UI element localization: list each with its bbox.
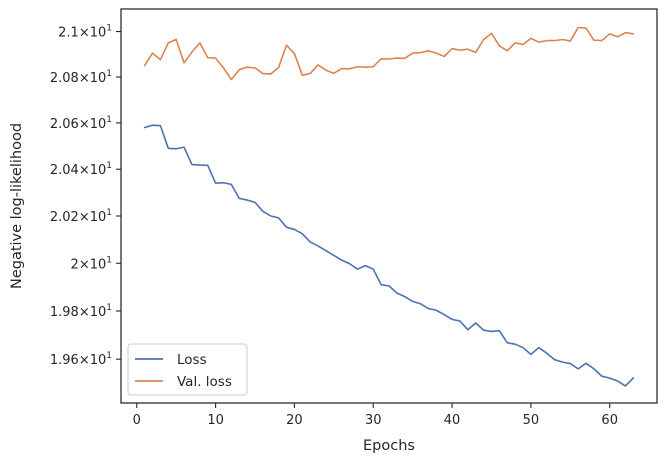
y-tick-exponent: 1 [106,351,112,361]
y-tick-base: 10 [90,117,107,132]
y-tick-base: 10 [90,210,107,225]
plot-area-frame [120,8,658,404]
legend: Loss Val. loss [127,343,248,396]
y-tick-base: 10 [90,353,107,368]
y-tick-label: 1.98×101 [50,303,112,320]
y-tick-mantissa: 2.04 [50,163,79,178]
y-tick-times-sign: × [79,26,90,41]
y-tick-base: 10 [90,305,107,320]
x-tick-label: 0 [133,413,141,428]
y-tick-exponent: 1 [106,69,112,79]
y-tick-exponent: 1 [106,115,112,125]
y-tick-label: 2.06×101 [50,115,112,132]
y-tick-mantissa: 2.1 [58,26,79,41]
y-tick-label: 2×101 [71,255,112,272]
y-axis-label: Negative log-likelihood [9,123,25,289]
y-tick-mantissa: 2.02 [50,210,79,225]
legend-label: Val. loss [177,374,232,390]
y-tick-mantissa: 2.08 [50,71,79,86]
y-tick-times-sign: × [79,257,90,272]
y-tick-mantissa: 2.06 [50,117,79,132]
y-axis-ticks: 1.96×1011.98×1012×1012.02×1012.04×1012.0… [50,24,121,368]
y-tick-times-sign: × [79,71,90,86]
y-tick-exponent: 1 [106,208,112,218]
y-tick-label: 2.08×101 [50,69,112,86]
x-tick-label: 40 [444,413,461,428]
x-tick-label: 50 [523,413,540,428]
y-tick-mantissa: 1.98 [50,305,79,320]
legend-label: Loss [177,352,207,368]
y-tick-base: 10 [90,26,107,41]
y-tick-mantissa: 2 [71,257,79,272]
x-tick-label: 60 [601,413,618,428]
y-tick-base: 10 [90,163,107,178]
y-tick-label: 1.96×101 [50,351,112,368]
y-tick-times-sign: × [79,210,90,225]
y-tick-times-sign: × [79,163,90,178]
y-tick-exponent: 1 [106,24,112,34]
series-line-loss [143,124,635,387]
x-tick-label: 20 [286,413,303,428]
y-tick-times-sign: × [79,353,90,368]
y-tick-exponent: 1 [106,255,112,265]
y-tick-label: 2.1×101 [58,24,112,41]
y-tick-base: 10 [90,257,107,272]
x-axis-ticks: 0 10 20 30 40 50 60 [133,403,618,428]
x-tick-label: 30 [365,413,382,428]
y-tick-exponent: 1 [106,303,112,313]
series-layer [143,26,635,387]
x-tick-label: 10 [207,413,224,428]
y-tick-times-sign: × [79,305,90,320]
y-tick-mantissa: 1.96 [50,353,79,368]
y-tick-base: 10 [90,71,107,86]
y-tick-times-sign: × [79,117,90,132]
series-line-val-loss [143,26,635,81]
x-axis-label: Epochs [363,438,415,454]
y-tick-label: 2.04×101 [50,161,112,178]
y-tick-label: 2.02×101 [50,208,112,225]
y-tick-exponent: 1 [106,161,112,171]
legend-box [127,343,248,396]
